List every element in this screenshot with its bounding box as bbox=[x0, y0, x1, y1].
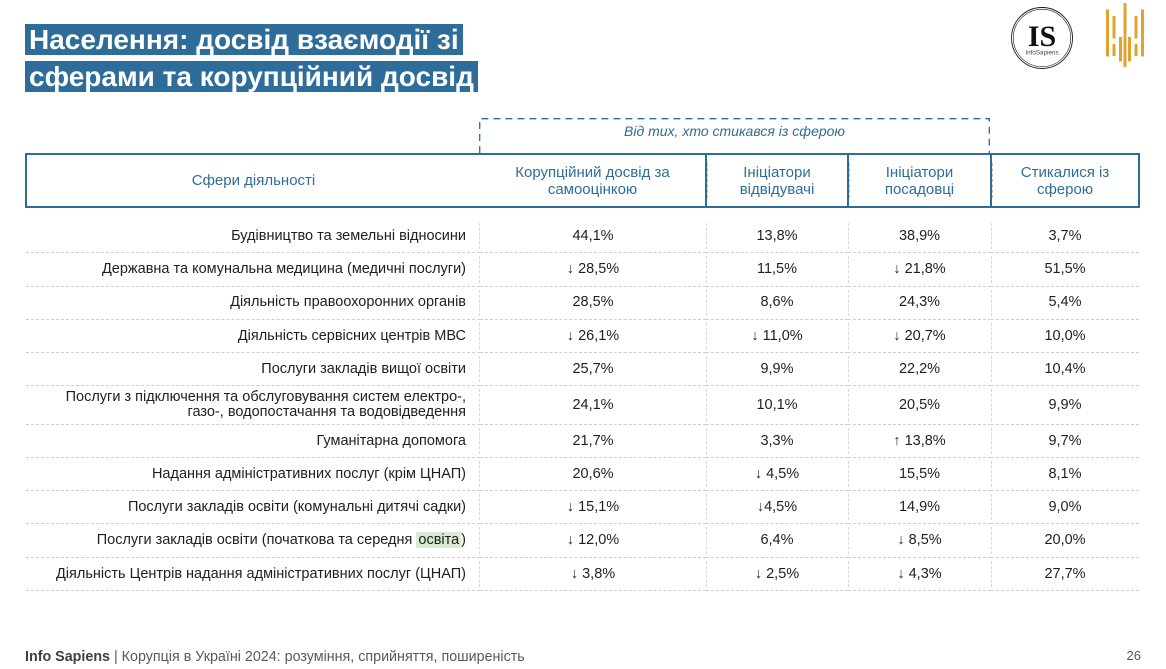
svg-text:InfoSapiens: InfoSapiens bbox=[1025, 50, 1058, 57]
svg-text:IS: IS bbox=[1028, 20, 1056, 53]
